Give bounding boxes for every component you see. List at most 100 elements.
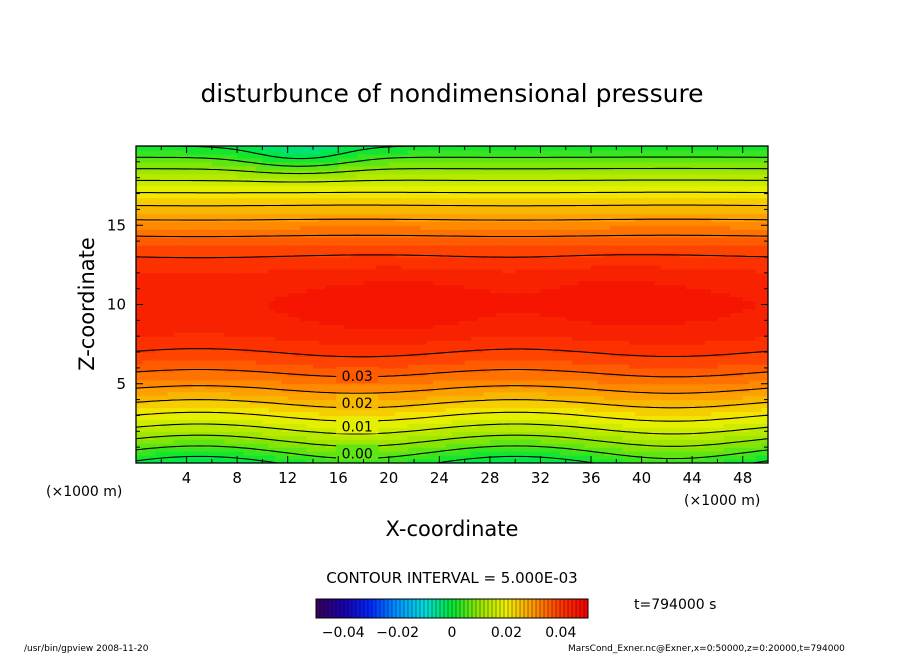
band-cell	[224, 359, 232, 365]
band-cell	[344, 359, 352, 365]
band-cell	[489, 348, 497, 353]
band-cell	[205, 149, 213, 155]
band-cell	[287, 447, 295, 452]
band-cell	[237, 356, 245, 361]
band-cell	[268, 209, 276, 214]
band-cell	[414, 320, 421, 325]
band-cell	[262, 371, 270, 377]
band-cell	[331, 328, 339, 333]
band-cell	[186, 157, 194, 163]
band-cell	[186, 304, 194, 310]
band-cell	[154, 153, 162, 159]
band-cell	[180, 249, 188, 254]
band-cell	[224, 423, 232, 428]
band-cell	[464, 165, 472, 171]
band-cell	[173, 288, 181, 294]
band-cell	[452, 292, 459, 298]
band-cell	[521, 245, 529, 250]
band-cell	[483, 245, 491, 250]
band-cell	[401, 447, 409, 452]
band-cell	[331, 284, 339, 290]
band-cell	[243, 320, 251, 325]
band-cell	[256, 181, 263, 187]
band-cell	[192, 435, 200, 440]
band-cell	[230, 435, 238, 440]
band-cell	[199, 451, 207, 456]
band-cell	[154, 252, 162, 258]
band-cell	[338, 256, 346, 262]
band-cell	[445, 423, 453, 428]
band-cell	[470, 308, 478, 314]
band-cell	[224, 371, 232, 377]
band-cell	[154, 403, 162, 409]
band-cell	[477, 268, 485, 274]
band-cell	[376, 304, 384, 310]
band-cell	[256, 443, 263, 448]
band-cell	[521, 403, 529, 409]
band-cell	[477, 336, 485, 341]
band-cell	[325, 288, 333, 294]
band-cell	[464, 276, 472, 282]
band-cell	[515, 324, 523, 329]
band-cell	[502, 288, 510, 294]
band-cell	[407, 399, 415, 405]
band-cell	[268, 312, 276, 317]
band-cell	[319, 332, 327, 337]
band-cell	[173, 320, 181, 325]
band-cell	[388, 439, 396, 444]
band-cell	[445, 280, 453, 286]
band-cell	[224, 173, 232, 179]
band-cell	[161, 340, 169, 345]
band-cell	[502, 157, 510, 163]
band-cell	[350, 209, 358, 214]
band-cell	[224, 221, 232, 226]
band-cell	[338, 185, 346, 191]
band-cell	[483, 459, 491, 463]
band-cell	[376, 459, 384, 463]
band-cell	[211, 300, 219, 306]
band-cell	[502, 276, 510, 282]
band-cell	[256, 288, 263, 294]
band-cell	[331, 336, 339, 341]
band-cell	[312, 173, 320, 179]
band-cell	[496, 348, 504, 353]
band-cell	[186, 415, 194, 421]
band-cell	[281, 371, 289, 377]
band-cell	[395, 427, 403, 432]
band-cell	[527, 356, 535, 361]
band-cell	[401, 193, 409, 199]
band-cell	[136, 249, 143, 254]
band-cell	[180, 260, 188, 266]
band-cell	[199, 193, 207, 199]
band-cell	[186, 249, 194, 254]
band-cell	[357, 411, 365, 417]
band-cell	[350, 316, 358, 321]
band-cell	[243, 165, 251, 171]
band-cell	[312, 332, 320, 337]
band-cell	[148, 272, 156, 278]
band-cell	[331, 363, 339, 369]
band-cell	[136, 260, 143, 266]
band-cell	[173, 387, 181, 393]
band-cell	[325, 296, 333, 302]
band-cell	[401, 149, 409, 155]
band-cell	[300, 423, 308, 428]
band-cell	[281, 260, 289, 266]
band-cell	[249, 173, 257, 179]
band-cell	[452, 383, 459, 389]
band-cell	[445, 165, 453, 171]
band-cell	[275, 419, 282, 424]
band-cell	[420, 256, 428, 262]
band-cell	[205, 359, 213, 365]
band-cell	[173, 356, 181, 361]
band-cell	[243, 209, 251, 214]
band-cell	[306, 157, 314, 163]
band-cell	[281, 383, 289, 389]
band-cell	[515, 264, 523, 270]
band-cell	[401, 284, 409, 290]
band-cell	[363, 320, 371, 325]
band-cell	[458, 324, 466, 329]
band-cell	[230, 443, 238, 448]
band-cell	[470, 292, 478, 298]
band-cell	[199, 395, 207, 401]
